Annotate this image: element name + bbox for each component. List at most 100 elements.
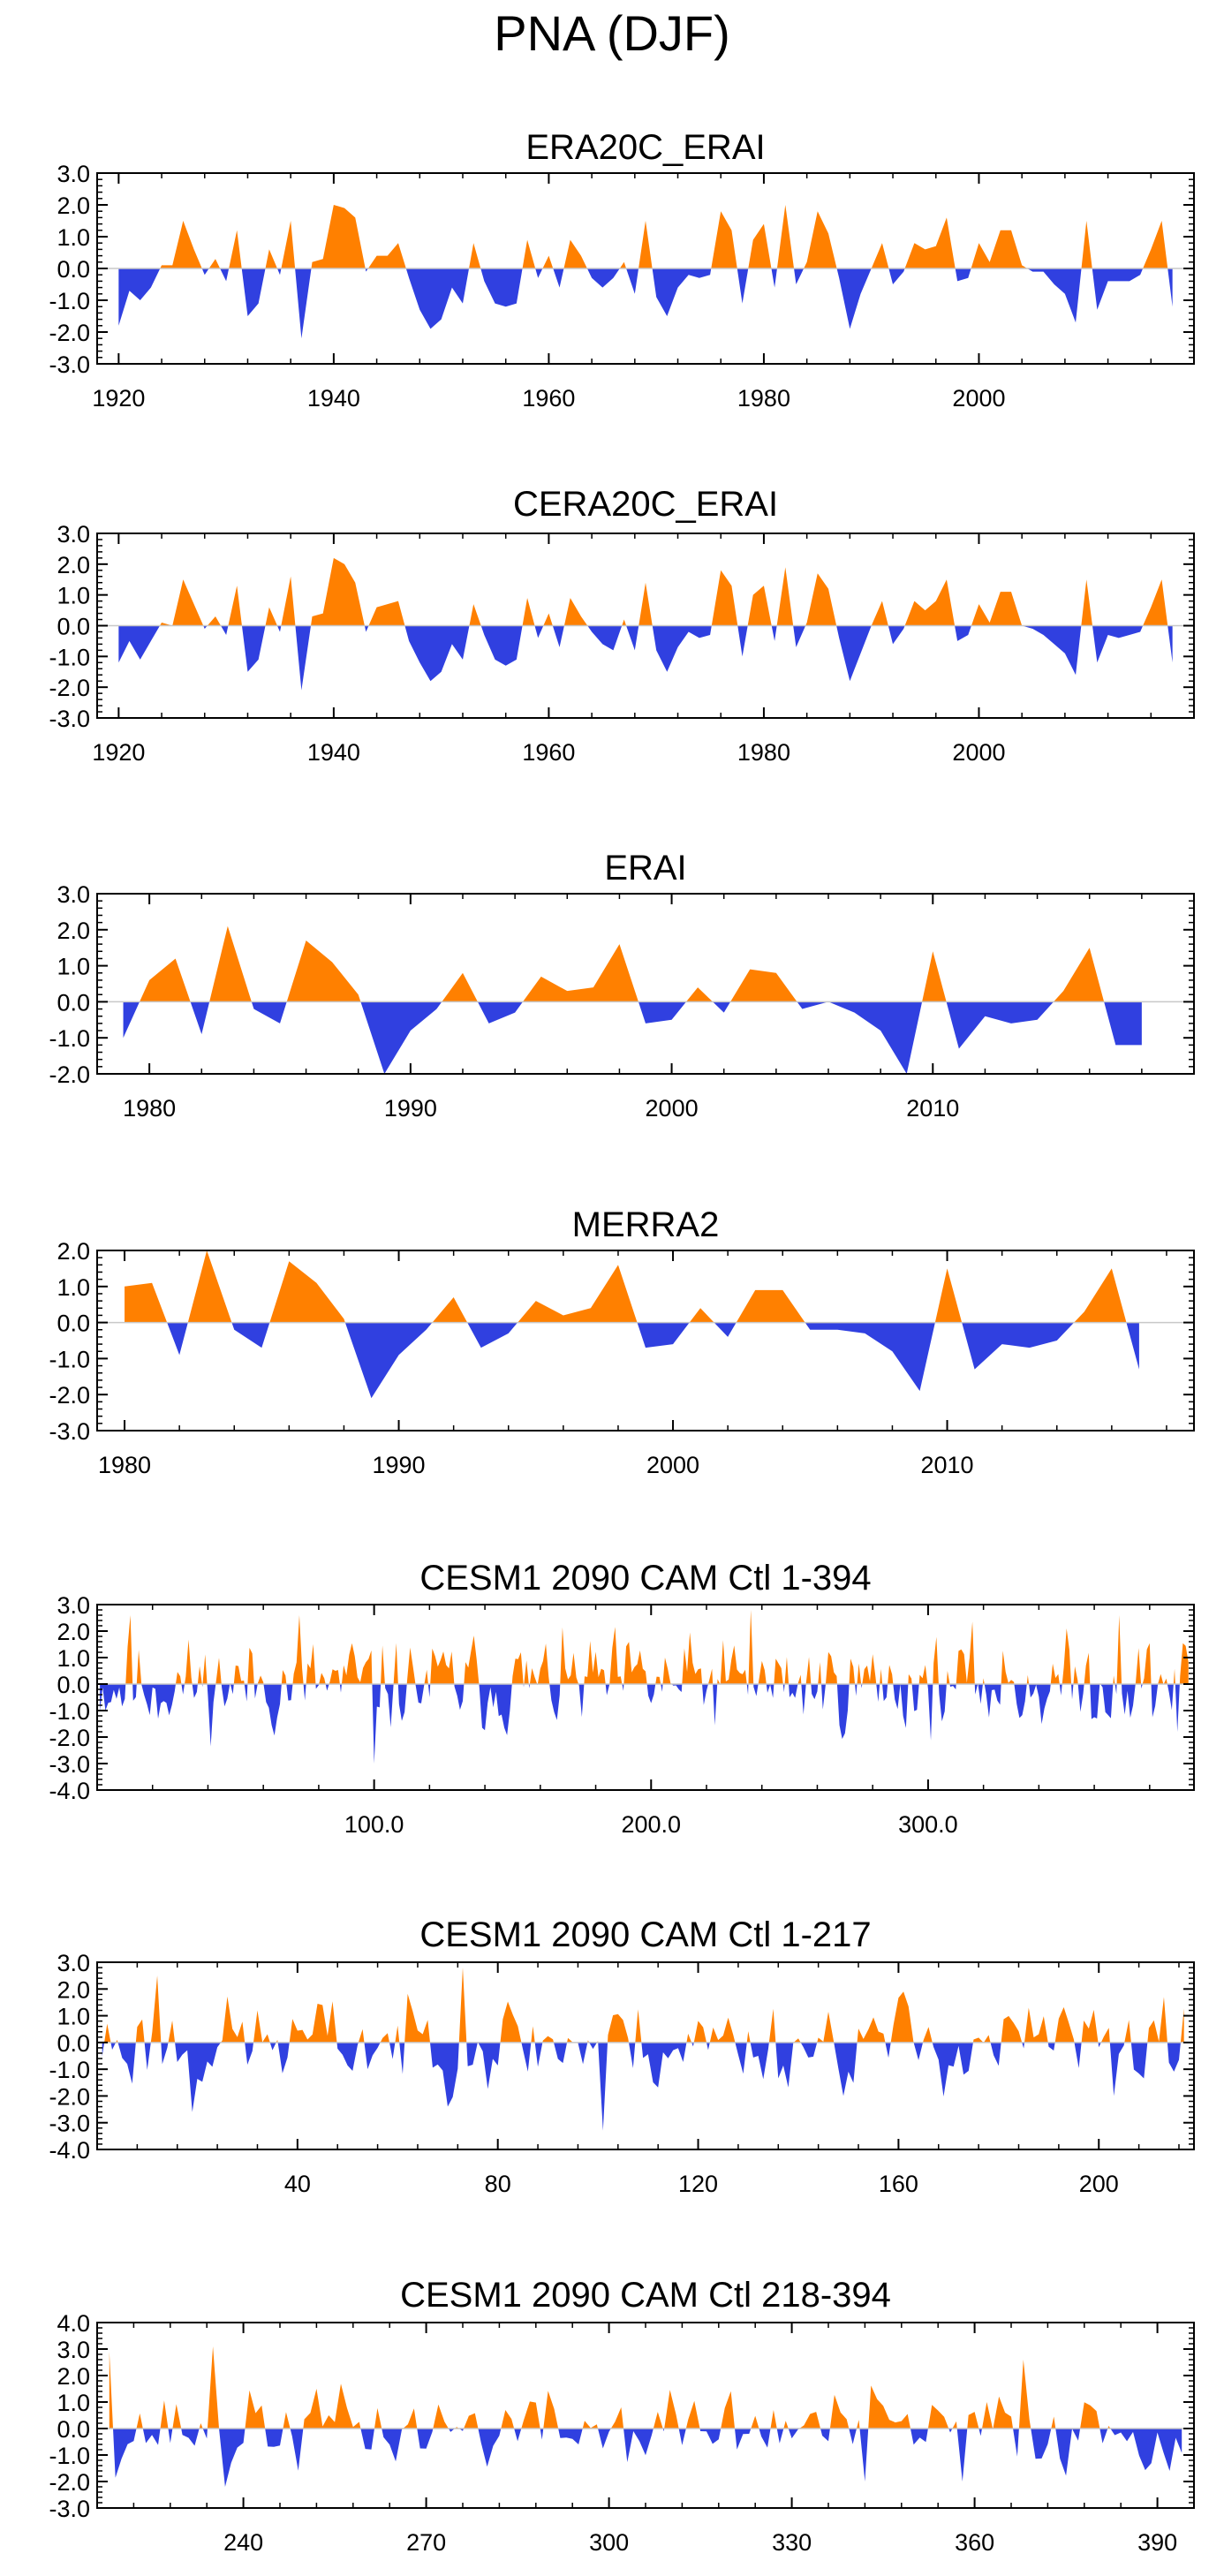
x-tick-label: 1920 (92, 739, 145, 766)
x-tick-label: 2000 (952, 385, 1005, 412)
y-tick-label: 0.0 (57, 1311, 90, 1337)
negative-area (100, 1684, 1189, 1764)
x-tick-label: 1990 (384, 1095, 437, 1122)
x-tick-label: 1940 (307, 739, 360, 766)
plot-frame (96, 1961, 1195, 2150)
plot-frame (96, 1250, 1195, 1432)
x-tick-label: 1990 (373, 1452, 426, 1478)
positive-area (118, 205, 1173, 268)
y-tick-label: 1.0 (57, 1645, 90, 1672)
x-tick-label: 360 (955, 2529, 994, 2556)
x-tick-label: 2000 (646, 1095, 699, 1122)
chart-title: CESM1 2090 CAM Ctl 1-217 (419, 1915, 871, 1954)
y-tick-label: -4.0 (49, 1778, 90, 1804)
y-tick-label: 3.0 (57, 521, 90, 548)
y-tick-label: 2.0 (57, 552, 90, 578)
y-tick-label: 3.0 (57, 1950, 90, 1976)
y-tick-label: -2.0 (49, 1061, 90, 1088)
x-tick-label: 2000 (952, 739, 1005, 766)
chart-title: ERA20C_ERAI (525, 128, 765, 167)
negative-area (125, 1322, 1139, 1399)
chart-title: MERRA2 (572, 1205, 720, 1244)
chart-title: CERA20C_ERAI (513, 485, 778, 524)
x-tick-label: 300 (589, 2529, 629, 2556)
negative-area (123, 1001, 1142, 1074)
chart-panel-2: CERA20C_ERAI 3.0 2.0 1.0 0.0 -1.0 -2.0 -3.01920… (49, 485, 1195, 766)
chart-title: CESM1 2090 CAM Ctl 1-394 (419, 1559, 871, 1598)
y-tick-label: 2.0 (57, 918, 90, 944)
chart-panel-7: CESM1 2090 CAM Ctl 218-394 4.03.02.01.00.… (49, 2276, 1195, 2556)
chart-panel-6: CESM1 2090 CAM Ctl 1-217 3.02.01.00.0-1.0… (49, 1915, 1195, 2197)
x-tick-label: 2010 (921, 1452, 974, 1478)
y-tick-label: -4.0 (49, 2137, 90, 2164)
y-tick-label: 0.0 (57, 614, 90, 640)
negative-area (109, 2429, 1182, 2487)
y-tick-label: -1.0 (49, 2443, 90, 2469)
y-tick-label: 3.0 (57, 881, 90, 908)
y-tick-label: -1.0 (49, 1698, 90, 1725)
x-tick-label: 1960 (522, 739, 575, 766)
x-tick-label: 270 (406, 2529, 446, 2556)
positive-area (118, 557, 1173, 626)
x-tick-label: 80 (485, 2171, 511, 2197)
y-tick-label: -3.0 (49, 1418, 90, 1445)
y-tick-label: 0.0 (57, 2030, 90, 2057)
chart-title: ERAI (604, 849, 686, 888)
x-tick-label: 200.0 (621, 1811, 681, 1838)
y-tick-label: 0.0 (57, 256, 90, 283)
y-tick-label: 2.0 (57, 2363, 90, 2390)
x-tick-label: 390 (1137, 2529, 1177, 2556)
y-tick-label: 0.0 (57, 2416, 90, 2443)
x-tick-label: 1980 (737, 739, 790, 766)
y-tick-label: 1.0 (57, 1274, 90, 1301)
y-tick-label: -3.0 (49, 1751, 90, 1778)
plot-frame (96, 1604, 1195, 1791)
x-tick-label: 200 (1079, 2171, 1119, 2197)
positive-area (102, 1968, 1184, 2043)
negative-area (118, 268, 1173, 339)
y-tick-label: -3.0 (49, 706, 90, 732)
y-tick-label: -1.0 (49, 2057, 90, 2083)
chart-panel-5: CESM1 2090 CAM Ctl 1-394 3.02.01.00.0-1.0… (49, 1559, 1195, 1838)
x-tick-label: 120 (678, 2171, 718, 2197)
y-tick-label: -2.0 (49, 1725, 90, 1751)
positive-area (123, 925, 1142, 1002)
y-tick-label: 2.0 (57, 1238, 90, 1265)
y-tick-label: 1.0 (57, 2004, 90, 2030)
x-tick-label: 1980 (737, 385, 790, 412)
x-tick-label: 1920 (92, 385, 145, 412)
y-tick-label: -3.0 (49, 2496, 90, 2522)
y-tick-label: -3.0 (49, 351, 90, 378)
positive-area (100, 1610, 1189, 1684)
x-tick-label: 160 (879, 2171, 918, 2197)
x-tick-label: 330 (772, 2529, 812, 2556)
y-tick-label: 2.0 (57, 1976, 90, 2003)
y-tick-label: 3.0 (57, 2337, 90, 2363)
x-tick-label: 1940 (307, 385, 360, 412)
y-tick-label: -2.0 (49, 675, 90, 701)
y-tick-label: 1.0 (57, 2390, 90, 2416)
positive-area (109, 2346, 1182, 2429)
x-tick-label: 1960 (522, 385, 575, 412)
main-title: PNA (DJF) (494, 5, 730, 61)
y-tick-label: 0.0 (57, 1672, 90, 1698)
y-tick-label: 4.0 (57, 2310, 90, 2337)
x-tick-label: 1980 (98, 1452, 151, 1478)
chart-panel-3: ERAI 3.0 2.0 1.0 0.0 -1.0 -2.0 1980 1990 2000 2010 (49, 849, 1195, 1122)
x-tick-label: 40 (284, 2171, 311, 2197)
y-tick-label: -2.0 (49, 1382, 90, 1409)
x-tick-label: 300.0 (898, 1811, 958, 1838)
x-tick-label: 240 (223, 2529, 263, 2556)
chart-title: CESM1 2090 CAM Ctl 218-394 (400, 2276, 891, 2315)
y-tick-label: 2.0 (57, 1619, 90, 1645)
y-tick-label: 2.0 (57, 193, 90, 219)
x-tick-label: 2010 (906, 1095, 959, 1122)
negative-area (102, 2042, 1184, 2131)
y-tick-label: -1.0 (49, 288, 90, 314)
plot-frame (96, 893, 1195, 1075)
y-tick-label: 1.0 (57, 954, 90, 980)
y-tick-label: -1.0 (49, 1346, 90, 1372)
y-tick-label: -2.0 (49, 2083, 90, 2110)
